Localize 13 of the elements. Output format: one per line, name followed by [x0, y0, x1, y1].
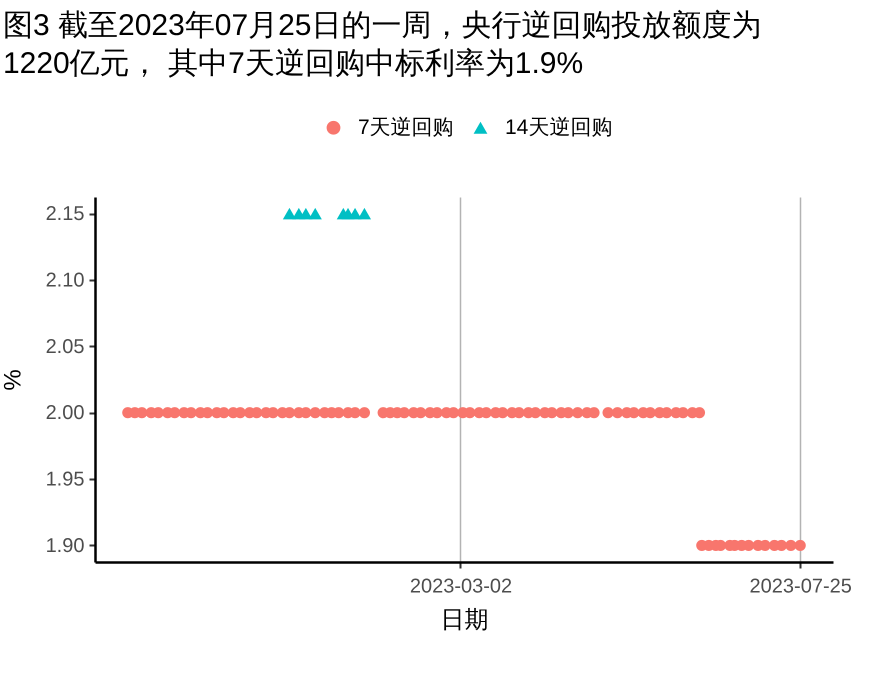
legend-label: 7天逆回购: [358, 116, 454, 139]
y-axis-title: %: [0, 369, 27, 391]
x-tick-label: 2023-07-25: [750, 576, 852, 598]
y-tick-label: 2.05: [46, 336, 84, 358]
x-axis-title: 日期: [440, 606, 488, 634]
y-tick-label: 1.95: [46, 468, 84, 491]
y-tick-label: 2.00: [46, 402, 84, 424]
y-tick-label: 2.10: [46, 269, 84, 292]
y-tick-label: 2.15: [46, 203, 84, 226]
y-tick-label: 1.90: [46, 534, 84, 557]
legend-label: 14天逆回购: [505, 116, 612, 139]
chart-title: 图3 截至2023年07月25日的一周，央行逆回购投放额度为 1220亿元， 其中7天逆回购中标利率为1.9%: [3, 9, 762, 80]
x-tick-label: 2023-03-02: [410, 576, 512, 598]
